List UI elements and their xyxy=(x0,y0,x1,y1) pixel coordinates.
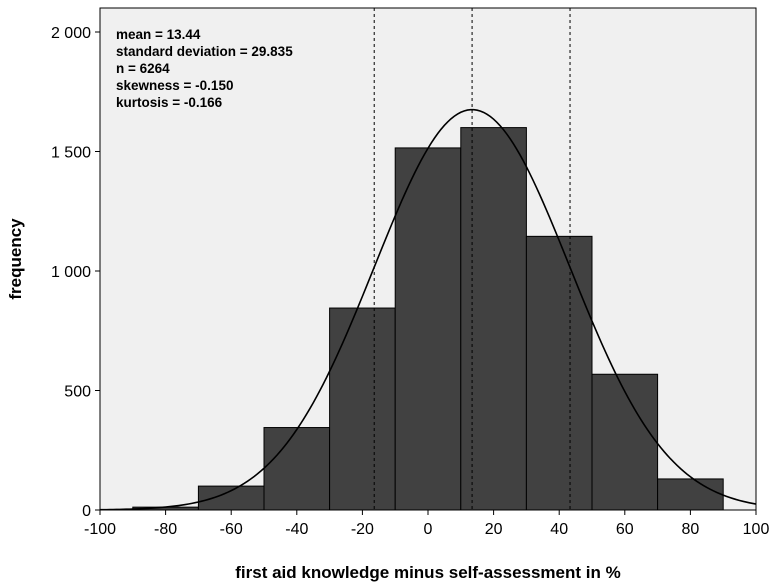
histogram-bar xyxy=(460,127,527,511)
x-tick-label: 60 xyxy=(616,521,634,538)
histogram-bar xyxy=(591,373,659,511)
x-axis-title: first aid knowledge minus self-assessmen… xyxy=(235,563,620,582)
x-tick-label: 40 xyxy=(550,521,568,538)
stat-kurtosis: kurtosis = -0.166 xyxy=(116,95,223,110)
x-tick-label: -100 xyxy=(84,521,116,538)
x-tick-label: 0 xyxy=(424,521,433,538)
x-tick-label: -60 xyxy=(220,521,243,538)
y-tick-label: 0 xyxy=(82,503,91,520)
stat-sd: standard deviation = 29.835 xyxy=(116,44,293,59)
x-tick-label: 20 xyxy=(485,521,503,538)
y-tick-label: 1 500 xyxy=(51,145,91,162)
histogram-bar xyxy=(657,478,724,511)
stat-n: n = 6264 xyxy=(116,61,170,76)
histogram-bar xyxy=(329,307,396,511)
y-tick-label: 1 000 xyxy=(51,264,91,281)
x-tick-label: -20 xyxy=(351,521,374,538)
normal-curve xyxy=(99,108,757,511)
y-tick-label: 500 xyxy=(64,384,91,401)
y-axis-title: frequency xyxy=(6,218,25,300)
histogram-bar xyxy=(394,147,462,511)
x-tick-label: 80 xyxy=(682,521,700,538)
x-tick-label: -40 xyxy=(285,521,308,538)
y-axis: 0 500 1 000 1 500 2 000 xyxy=(51,25,100,520)
x-axis: -100 -80 -60 -40 -20 0 20 40 60 80 100 xyxy=(84,510,769,538)
x-tick-label: -80 xyxy=(154,521,177,538)
stat-skewness: skewness = -0.150 xyxy=(116,78,233,93)
histogram-bar xyxy=(525,235,593,511)
stat-mean: mean = 13.44 xyxy=(116,27,201,42)
x-tick-label: 100 xyxy=(743,521,770,538)
y-tick-label: 2 000 xyxy=(51,25,91,42)
histogram-bar xyxy=(263,427,331,511)
stats-box: mean = 13.44 standard deviation = 29.835… xyxy=(116,27,293,110)
histogram-bar xyxy=(197,485,265,511)
